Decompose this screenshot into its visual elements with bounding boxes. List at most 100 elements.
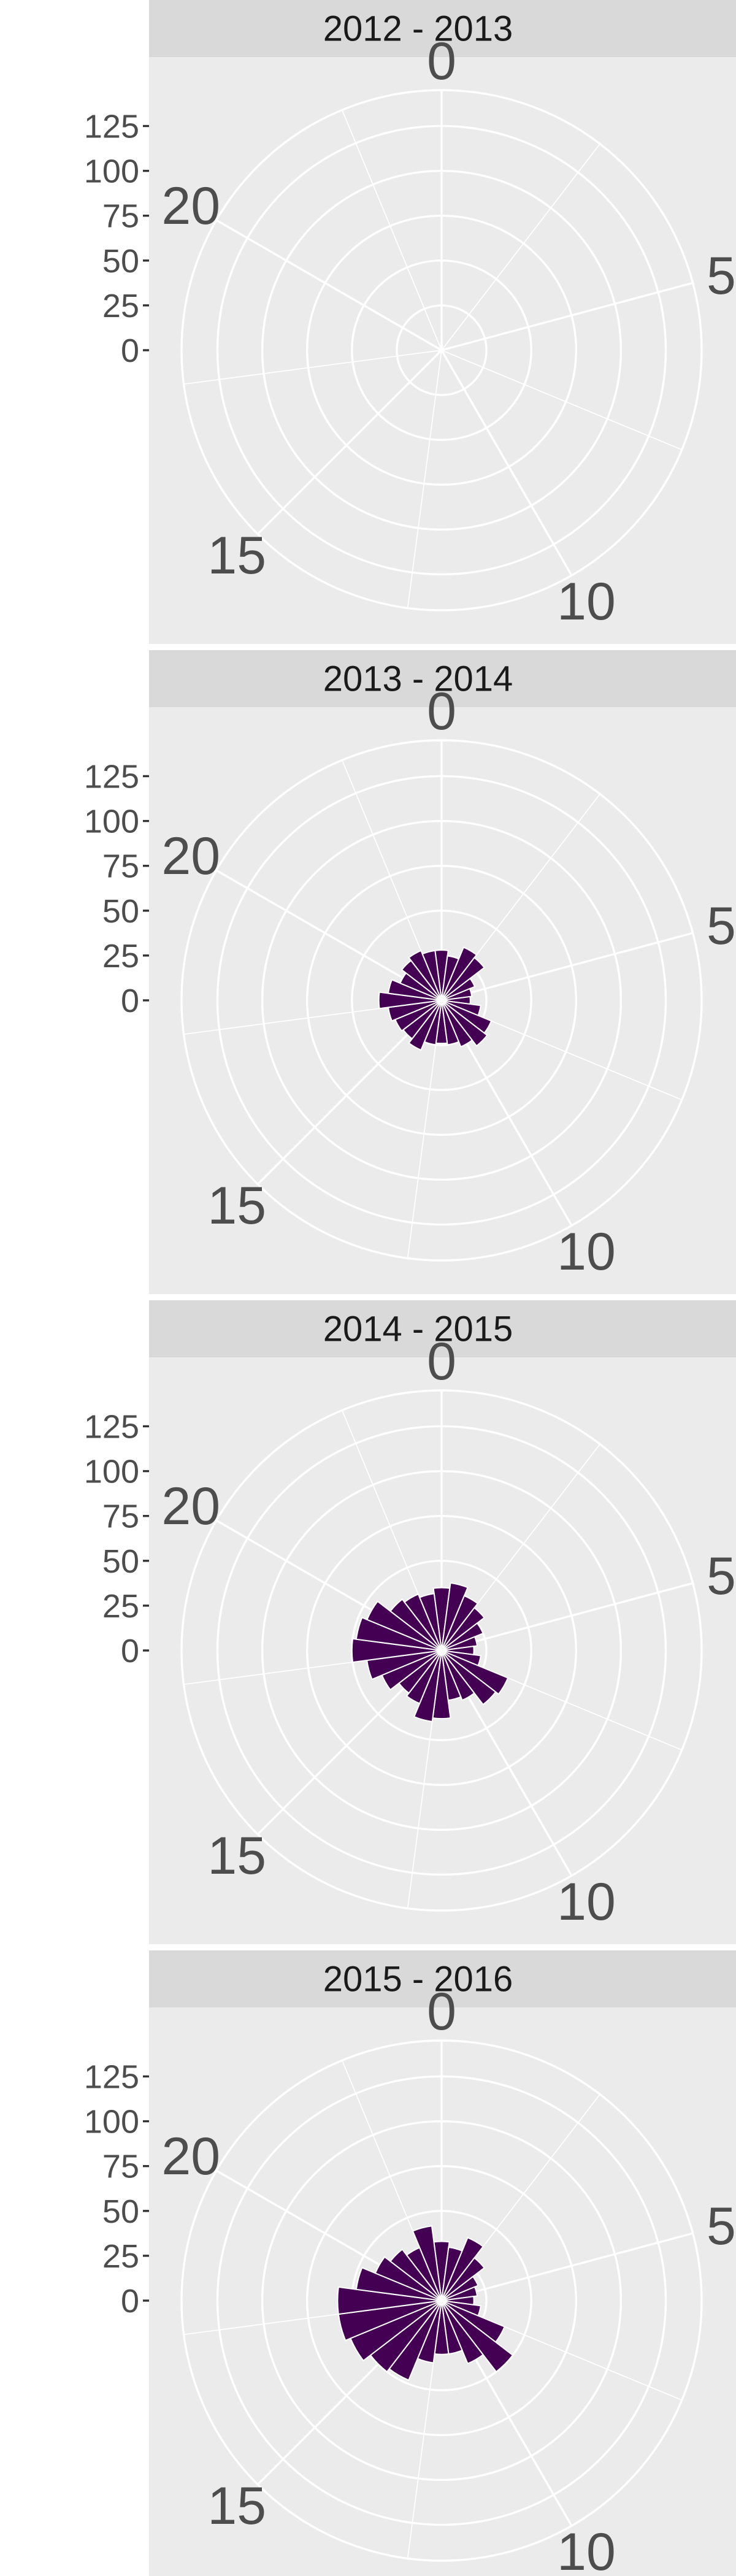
r-axis-label: 25 (102, 2238, 139, 2275)
bar-hour-18 (378, 991, 442, 1010)
facet-strip (149, 1950, 736, 2007)
bar-hour-11 (441, 1000, 460, 1046)
r-axis-label: 75 (102, 848, 139, 885)
grid-spoke-minor (407, 350, 442, 608)
r-axis-label: 100 (84, 803, 139, 840)
theta-label: 20 (161, 1477, 220, 1536)
theta-label: 15 (207, 2477, 266, 2536)
bar-hour-14 (408, 1000, 442, 1051)
theta-label: 5 (707, 1547, 736, 1606)
bar-hour-23 (421, 949, 442, 1001)
grid-spoke-minor (441, 350, 683, 451)
r-axis-label: 125 (84, 1408, 139, 1445)
r-axis-label: 0 (121, 983, 139, 1019)
theta-label: 15 (207, 1827, 266, 1885)
bar-hour-3 (441, 956, 485, 1001)
theta-label: 10 (557, 572, 616, 631)
theta-labels: 0 5 10 15 20 (161, 32, 735, 631)
theta-label: 5 (707, 2197, 736, 2256)
bar-hour-9 (441, 2300, 514, 2373)
theta-label: 0 (427, 32, 456, 91)
bar-hour-21 (389, 2248, 442, 2301)
r-axis-label: 50 (102, 243, 139, 280)
grid-spoke (441, 282, 693, 351)
bars (351, 1582, 509, 1723)
bar-hour-21 (389, 1598, 442, 1651)
theta-labels: 0 5 10 15 20 (161, 682, 735, 1281)
grid-spoke-minor (183, 350, 442, 385)
r-axis-label: 50 (102, 893, 139, 930)
facet-title: 2015 - 2016 (323, 1960, 513, 1999)
theta-label: 15 (207, 1176, 266, 1235)
facet-title: 2014 - 2015 (323, 1309, 513, 1349)
grid-spoke (256, 349, 443, 535)
bar-hour-2 (441, 946, 478, 1001)
grid-spoke (440, 350, 573, 577)
bar-hour-23 (418, 1593, 442, 1651)
r-axis-label: 0 (121, 2283, 139, 2320)
bar-hour-4 (441, 977, 476, 1001)
bar-hour-4 (441, 1622, 484, 1651)
radial-gridlines (180, 89, 703, 611)
grid-spoke-minor (341, 109, 442, 351)
theta-label: 20 (161, 2127, 220, 2186)
bar-hour-20 (374, 2256, 442, 2301)
bar-hour-5 (441, 1636, 478, 1651)
bar-hour-3 (441, 1606, 485, 1651)
bar-hour-4 (441, 2275, 479, 2301)
r-axis-label: 125 (84, 108, 139, 145)
r-axis-label: 125 (84, 2058, 139, 2095)
r-axis-label: 75 (102, 198, 139, 235)
facet-strip (149, 1300, 736, 1357)
theta-label: 0 (427, 1332, 456, 1391)
theta-label: 5 (707, 247, 736, 305)
bar-hour-10 (441, 1000, 473, 1048)
bars (378, 946, 493, 1051)
r-axis-label: 0 (121, 332, 139, 369)
r-axis-label: 100 (84, 153, 139, 190)
bar-hour-5 (441, 2286, 478, 2301)
theta-label: 0 (427, 682, 456, 741)
bar-hour-9 (441, 1650, 497, 1706)
theta-label: 15 (207, 526, 266, 585)
radial-gridlines (180, 2039, 703, 2562)
bar-hour-3 (441, 2256, 485, 2301)
bar-hour-2 (441, 2237, 485, 2301)
r-axis-label: 50 (102, 2193, 139, 2230)
radius-axis: 0 25 50 75 100 125 (84, 2058, 149, 2320)
facet-title: 2013 - 2014 (323, 659, 513, 699)
bar-hour-10 (441, 2300, 485, 2364)
grid-spoke (441, 2232, 693, 2302)
grid-spoke (215, 219, 442, 351)
bar-hour-20 (366, 1600, 442, 1651)
facet-title: 2012 - 2013 (323, 9, 513, 49)
theta-label: 20 (161, 177, 220, 236)
facet-strip (149, 650, 736, 707)
r-axis-label: 25 (102, 1588, 139, 1625)
r-axis-label: 125 (84, 758, 139, 795)
bar-hour-10 (441, 1650, 475, 1701)
bar-hour-2 (441, 1595, 479, 1651)
r-axis-label: 100 (84, 1454, 139, 1490)
theta-label: 5 (707, 897, 736, 956)
theta-label: 10 (557, 1873, 616, 1931)
bar-hour-22 (404, 1593, 442, 1651)
r-axis-label: 50 (102, 1543, 139, 1580)
theta-label: 10 (557, 1222, 616, 1281)
r-axis-label: 75 (102, 2149, 139, 2185)
r-axis-label: 100 (84, 2104, 139, 2141)
bar-hour-9 (441, 1000, 488, 1047)
bar-hour-18 (337, 2286, 442, 2315)
theta-label: 0 (427, 1982, 456, 2041)
theta-label: 20 (161, 827, 220, 886)
bar-hour-5 (441, 987, 473, 1001)
bar-hour-23 (412, 2225, 442, 2301)
bar-hour-8 (441, 1650, 509, 1695)
r-axis-label: 0 (121, 1633, 139, 1669)
radius-axis: 0 25 50 75 100 125 (84, 1408, 149, 1669)
radial-gridlines (180, 1389, 703, 1912)
